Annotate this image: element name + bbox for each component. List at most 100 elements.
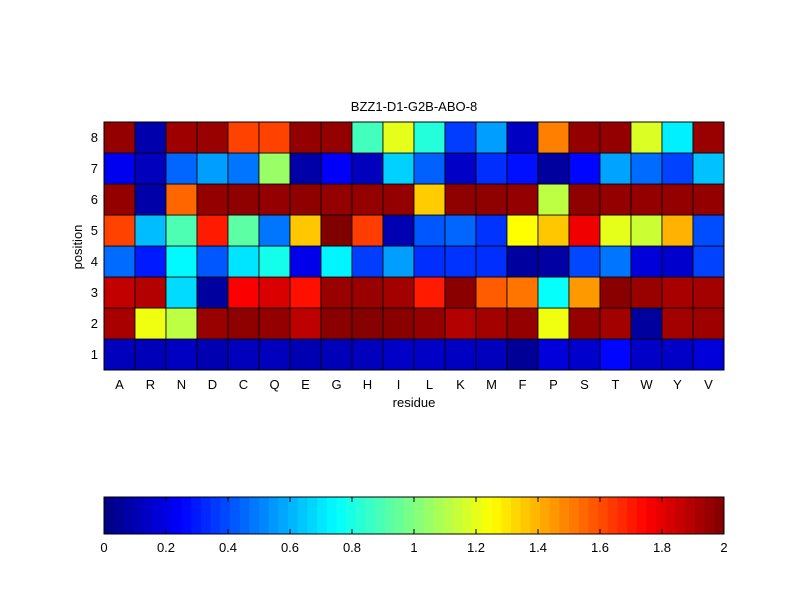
heatmap-cell-S-4 [568, 245, 601, 278]
heatmap-cell-T-8 [599, 121, 632, 154]
heatmap-cell-Y-7 [661, 152, 694, 185]
colorbar-segment [433, 497, 444, 534]
heatmap-cell-D-5 [196, 214, 229, 247]
heatmap-cell-N-2 [165, 307, 198, 340]
colorbar-segment [191, 497, 202, 534]
heatmap-cell-I-6 [382, 183, 415, 216]
colorbar-segment [423, 497, 434, 534]
heatmap-cell-F-8 [506, 121, 539, 154]
heatmap-cell-S-7 [568, 152, 601, 185]
colorbar-segment [452, 497, 463, 534]
colorbar-segment [200, 497, 211, 534]
heatmap-cell-M-1 [475, 338, 508, 371]
heatmap-cell-P-2 [537, 307, 570, 340]
heatmap-cell-S-6 [568, 183, 601, 216]
heatmap-cell-A-7 [103, 152, 136, 185]
colorbar-segment [694, 497, 706, 534]
heatmap-cell-D-4 [196, 245, 229, 278]
heatmap-cell-G-7 [320, 152, 353, 185]
colorbar-segment [598, 497, 609, 534]
heatmap-cell-I-1 [382, 338, 415, 371]
heatmap-cell-H-5 [351, 214, 384, 247]
x-tick-label: H [363, 377, 372, 392]
heatmap-cell-I-4 [382, 245, 415, 278]
colorbar-tick-label: 2 [720, 540, 727, 555]
heatmap-cell-N-6 [165, 183, 198, 216]
colorbar-segment [355, 497, 366, 534]
x-tick-label: P [549, 377, 558, 392]
heatmap-cell-K-2 [444, 307, 477, 340]
colorbar-segment [288, 497, 299, 534]
colorbar-segment [636, 497, 647, 534]
colorbar-segment [656, 497, 667, 534]
y-tick-label: 1 [91, 347, 98, 362]
heatmap-cell-T-2 [599, 307, 632, 340]
heatmap-cell-L-2 [413, 307, 446, 340]
colorbar-tick-label: 0.2 [157, 540, 175, 555]
x-tick-label: C [239, 377, 248, 392]
heatmap-cell-T-5 [599, 214, 632, 247]
heatmap-cell-L-3 [413, 276, 446, 309]
heatmap-cell-P-6 [537, 183, 570, 216]
heatmap-cell-G-8 [320, 121, 353, 154]
colorbar [103, 496, 725, 535]
heatmap-cell-G-2 [320, 307, 353, 340]
heatmap-cell-C-3 [227, 276, 260, 309]
colorbar-tick-label: 0.8 [343, 540, 361, 555]
x-tick-label: N [177, 377, 186, 392]
colorbar-segment [665, 497, 676, 534]
colorbar-segment [501, 497, 512, 534]
colorbar-segment [520, 497, 531, 534]
heatmap-cell-M-6 [475, 183, 508, 216]
heatmap-cell-T-3 [599, 276, 632, 309]
heatmap-cell-C-4 [227, 245, 260, 278]
colorbar-segment [704, 497, 715, 534]
x-tick-label: D [208, 377, 217, 392]
x-tick-label: Q [269, 377, 279, 392]
heatmap-cell-G-3 [320, 276, 353, 309]
colorbar-segment [104, 497, 115, 534]
heatmap-cell-N-3 [165, 276, 198, 309]
x-tick-label: G [331, 377, 341, 392]
heatmap-cell-Y-6 [661, 183, 694, 216]
heatmap-cell-F-7 [506, 152, 539, 185]
colorbar-segment [123, 497, 134, 534]
heatmap-cell-Y-3 [661, 276, 694, 309]
heatmap-cell-S-2 [568, 307, 601, 340]
heatmap-cell-M-8 [475, 121, 508, 154]
heatmap-cell-N-7 [165, 152, 198, 185]
y-axis-label: position [70, 225, 85, 270]
x-tick-label: F [519, 377, 527, 392]
colorbar-segment [278, 497, 289, 534]
heatmap-cell-C-6 [227, 183, 260, 216]
y-tick-label: 8 [91, 130, 98, 145]
heatmap-cell-L-5 [413, 214, 446, 247]
heatmap-cell-K-4 [444, 245, 477, 278]
colorbar-tick-labels: 0 0.2 0.4 0.6 0.8 1 1.2 1.4 1.6 1.8 2 [100, 497, 728, 555]
heatmap-cell-H-8 [351, 121, 384, 154]
heatmap-cell-D-2 [196, 307, 229, 340]
colorbar-segment [617, 497, 628, 534]
x-tick-label: R [146, 377, 155, 392]
heatmap-cell-W-8 [630, 121, 663, 154]
heatmap-cell-E-1 [289, 338, 322, 371]
heatmap-cell-A-6 [103, 183, 136, 216]
heatmap-cell-K-3 [444, 276, 477, 309]
colorbar-segment [384, 497, 396, 534]
heatmap-cell-H-7 [351, 152, 384, 185]
heatmap-cell-F-6 [506, 183, 539, 216]
heatmap-cell-E-3 [289, 276, 322, 309]
heatmap-cell-L-8 [413, 121, 446, 154]
heatmap-cell-Y-4 [661, 245, 694, 278]
heatmap-cell-D-3 [196, 276, 229, 309]
heatmap-cell-T-6 [599, 183, 632, 216]
heatmap-cell-Q-7 [258, 152, 291, 185]
heatmap-cell-Y-8 [661, 121, 694, 154]
colorbar-segment [588, 497, 599, 534]
heatmap-cell-Q-3 [258, 276, 291, 309]
heatmap-cell-R-1 [134, 338, 167, 371]
colorbar-segment [627, 497, 638, 534]
heatmap-cell-D-8 [196, 121, 229, 154]
colorbar-segment [297, 497, 308, 534]
